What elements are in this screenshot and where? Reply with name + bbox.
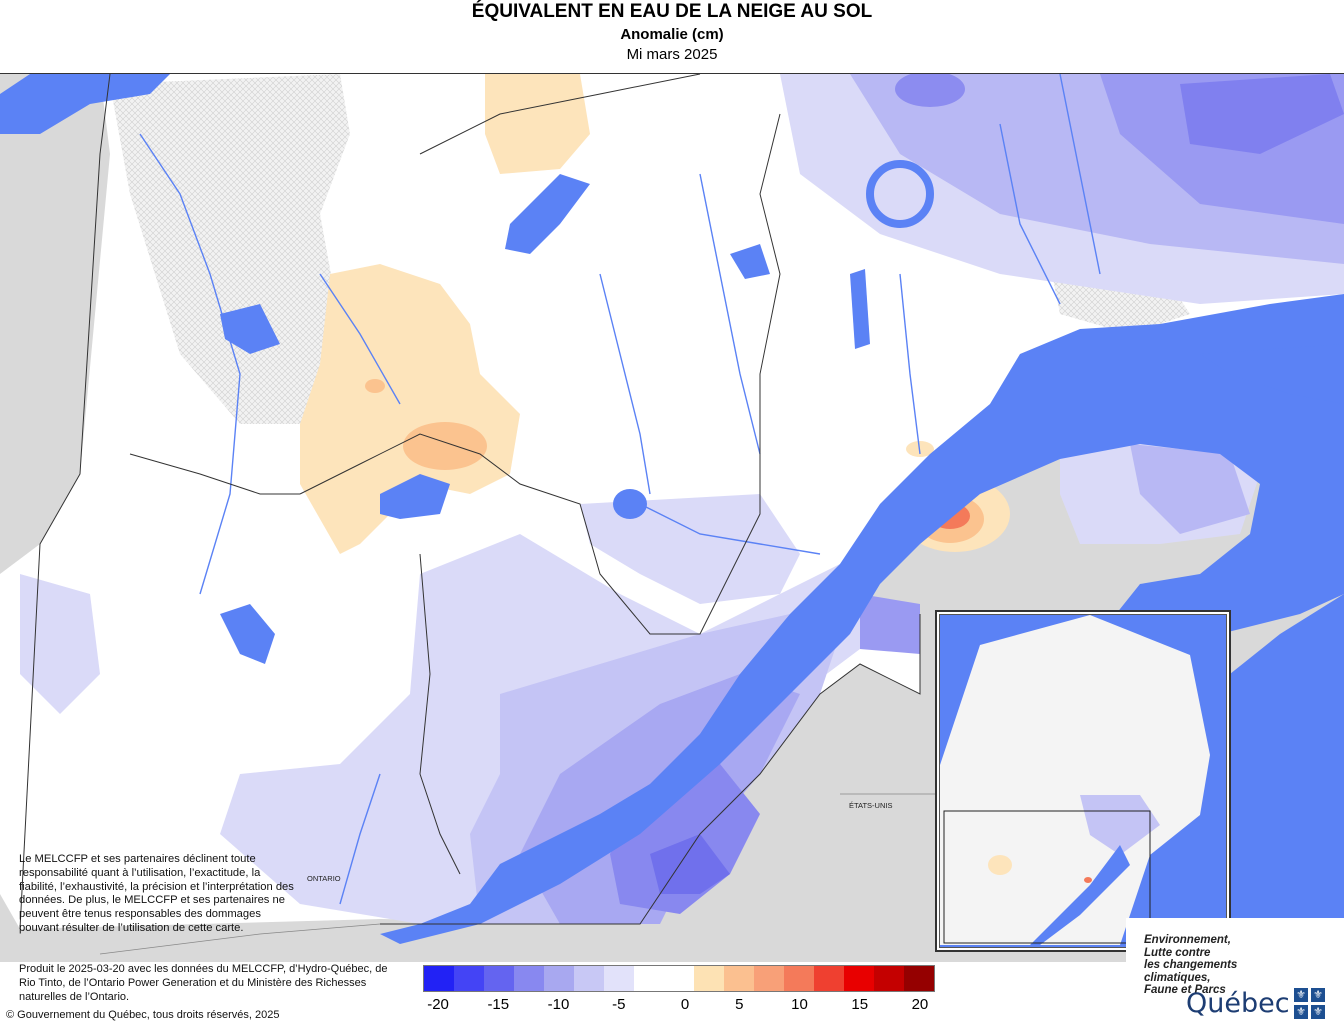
legend-swatch — [874, 966, 904, 991]
lake — [380, 474, 450, 519]
manicouagan-reservoir — [866, 160, 934, 228]
fleur-de-lis-icon: ⚜ — [1294, 1005, 1308, 1019]
anomaly-area — [580, 494, 800, 604]
map-title: ÉQUIVALENT EN EAU DE LA NEIGE AU SOL — [471, 1, 873, 22]
legend-label: -5 — [612, 996, 626, 1013]
ministry-line: les changements — [1144, 959, 1238, 971]
legend-labels: -20 -15 -10 -5 0 5 10 15 20 — [423, 996, 935, 1016]
lake — [730, 244, 770, 279]
anomaly-area — [485, 74, 590, 174]
water — [1230, 594, 1344, 962]
legend-label: 5 — [735, 996, 744, 1013]
anomaly-area — [20, 574, 100, 714]
legend-label: 20 — [911, 996, 929, 1013]
legend-swatch — [424, 966, 454, 991]
fleur-de-lis-icon: ⚜ — [1311, 988, 1325, 1002]
anomaly-area — [860, 594, 920, 654]
lake — [220, 604, 275, 664]
legend-swatch — [664, 966, 694, 991]
fleur-de-lis-icon: ⚜ — [1311, 1005, 1325, 1019]
inset-map — [935, 610, 1231, 952]
boundaries — [19, 74, 921, 930]
ministry-name: Environnement, Lutte contre les changement… — [1144, 934, 1237, 997]
disclaimer-text: Le MELCCFP et ses partenaires déclinent … — [19, 853, 294, 934]
legend-swatch — [574, 966, 604, 991]
ministry-line: climatiques, — [1144, 971, 1211, 984]
quebec-logo: Environnement, Lutte contre les changement… — [1126, 918, 1344, 1024]
legend-swatch — [904, 966, 934, 991]
inset-svg — [940, 615, 1226, 947]
map-subtitle: Anomalie (cm) — [620, 26, 724, 43]
legend-label: -20 — [427, 996, 449, 1013]
anomaly-area — [1180, 74, 1344, 154]
anomaly-area — [895, 74, 965, 107]
quebec-wordmark: Québec — [1186, 988, 1290, 1019]
title-block: ÉQUIVALENT EN EAU DE LA NEIGE AU SOL Ano… — [0, 0, 1344, 65]
legend-swatches — [423, 965, 935, 992]
legend-label: -10 — [547, 996, 570, 1013]
legend-swatch — [484, 966, 514, 991]
anomaly-map[interactable] — [0, 74, 1344, 962]
legend-label: 0 — [680, 996, 690, 1013]
anomaly-area — [1130, 444, 1250, 534]
lake-mistassini — [505, 174, 590, 254]
water — [1200, 344, 1344, 404]
fleur-de-lis-icon: ⚜ — [1294, 988, 1308, 1002]
legend-swatch — [784, 966, 814, 991]
legend-label: 10 — [791, 996, 808, 1013]
legend-swatch — [544, 966, 574, 991]
label-etats-unis: ÉTATS-UNIS — [849, 801, 893, 810]
label-ontario: ONTARIO — [307, 874, 341, 883]
legend-swatch — [694, 966, 724, 991]
color-legend: -20 -15 -10 -5 0 5 10 15 20 — [423, 965, 935, 1021]
legend-swatch — [634, 966, 664, 991]
credits-text: Produit le 2025-03-20 avec les données d… — [19, 963, 388, 1003]
inset-frame — [939, 614, 1227, 948]
lac-saint-jean — [613, 489, 647, 519]
lake — [220, 304, 280, 354]
no-data-zone — [110, 74, 350, 424]
ministry-line: Faune et Parcs — [1144, 984, 1226, 996]
legend-swatch — [454, 966, 484, 991]
legend-label: -15 — [487, 996, 510, 1013]
map-period: Mi mars 2025 — [626, 46, 718, 63]
anomaly-area — [300, 264, 520, 554]
legend-swatch — [724, 966, 754, 991]
copyright-text: © Gouvernement du Québec, tous droits ré… — [6, 1009, 280, 1021]
legend-swatch — [754, 966, 784, 991]
lake — [850, 269, 870, 349]
rivers — [139, 74, 1101, 905]
legend-label: 15 — [851, 996, 869, 1013]
legend-swatch — [514, 966, 544, 991]
anomaly-area — [365, 379, 385, 393]
legend-swatch — [844, 966, 874, 991]
legend-swatch — [814, 966, 844, 991]
james-bay — [0, 74, 170, 134]
anomaly-area — [403, 422, 487, 470]
map-area[interactable]: ONTARIO ÉTATS-UNIS — [0, 73, 1344, 962]
ministry-line: Environnement, — [1144, 934, 1231, 946]
ministry-line: Lutte contre — [1144, 946, 1211, 959]
legend-swatch — [604, 966, 634, 991]
